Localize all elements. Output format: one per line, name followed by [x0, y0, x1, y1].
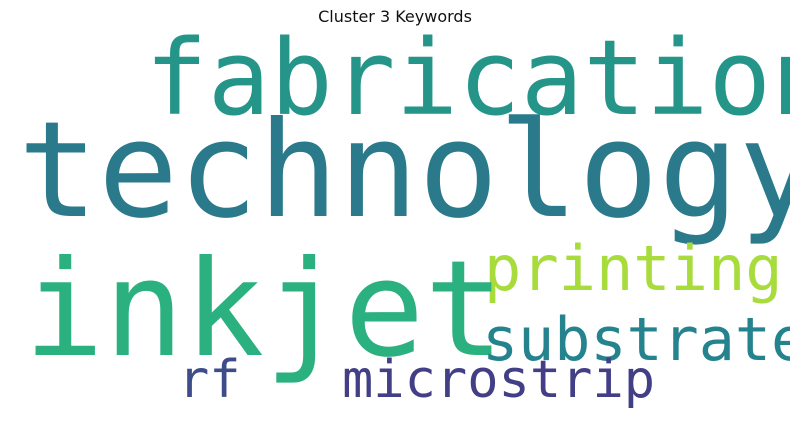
word-inkjet: inkjet [24, 233, 504, 387]
word-technology: technology [18, 94, 790, 248]
word-printing: printing [484, 232, 783, 305]
word-rf: rf [178, 350, 241, 410]
word-microstrip: microstrip [342, 350, 655, 410]
word-fabrication: fabrication [145, 17, 790, 139]
chart-title: Cluster 3 Keywords [318, 7, 472, 26]
word-substrate: substrate [482, 305, 790, 375]
